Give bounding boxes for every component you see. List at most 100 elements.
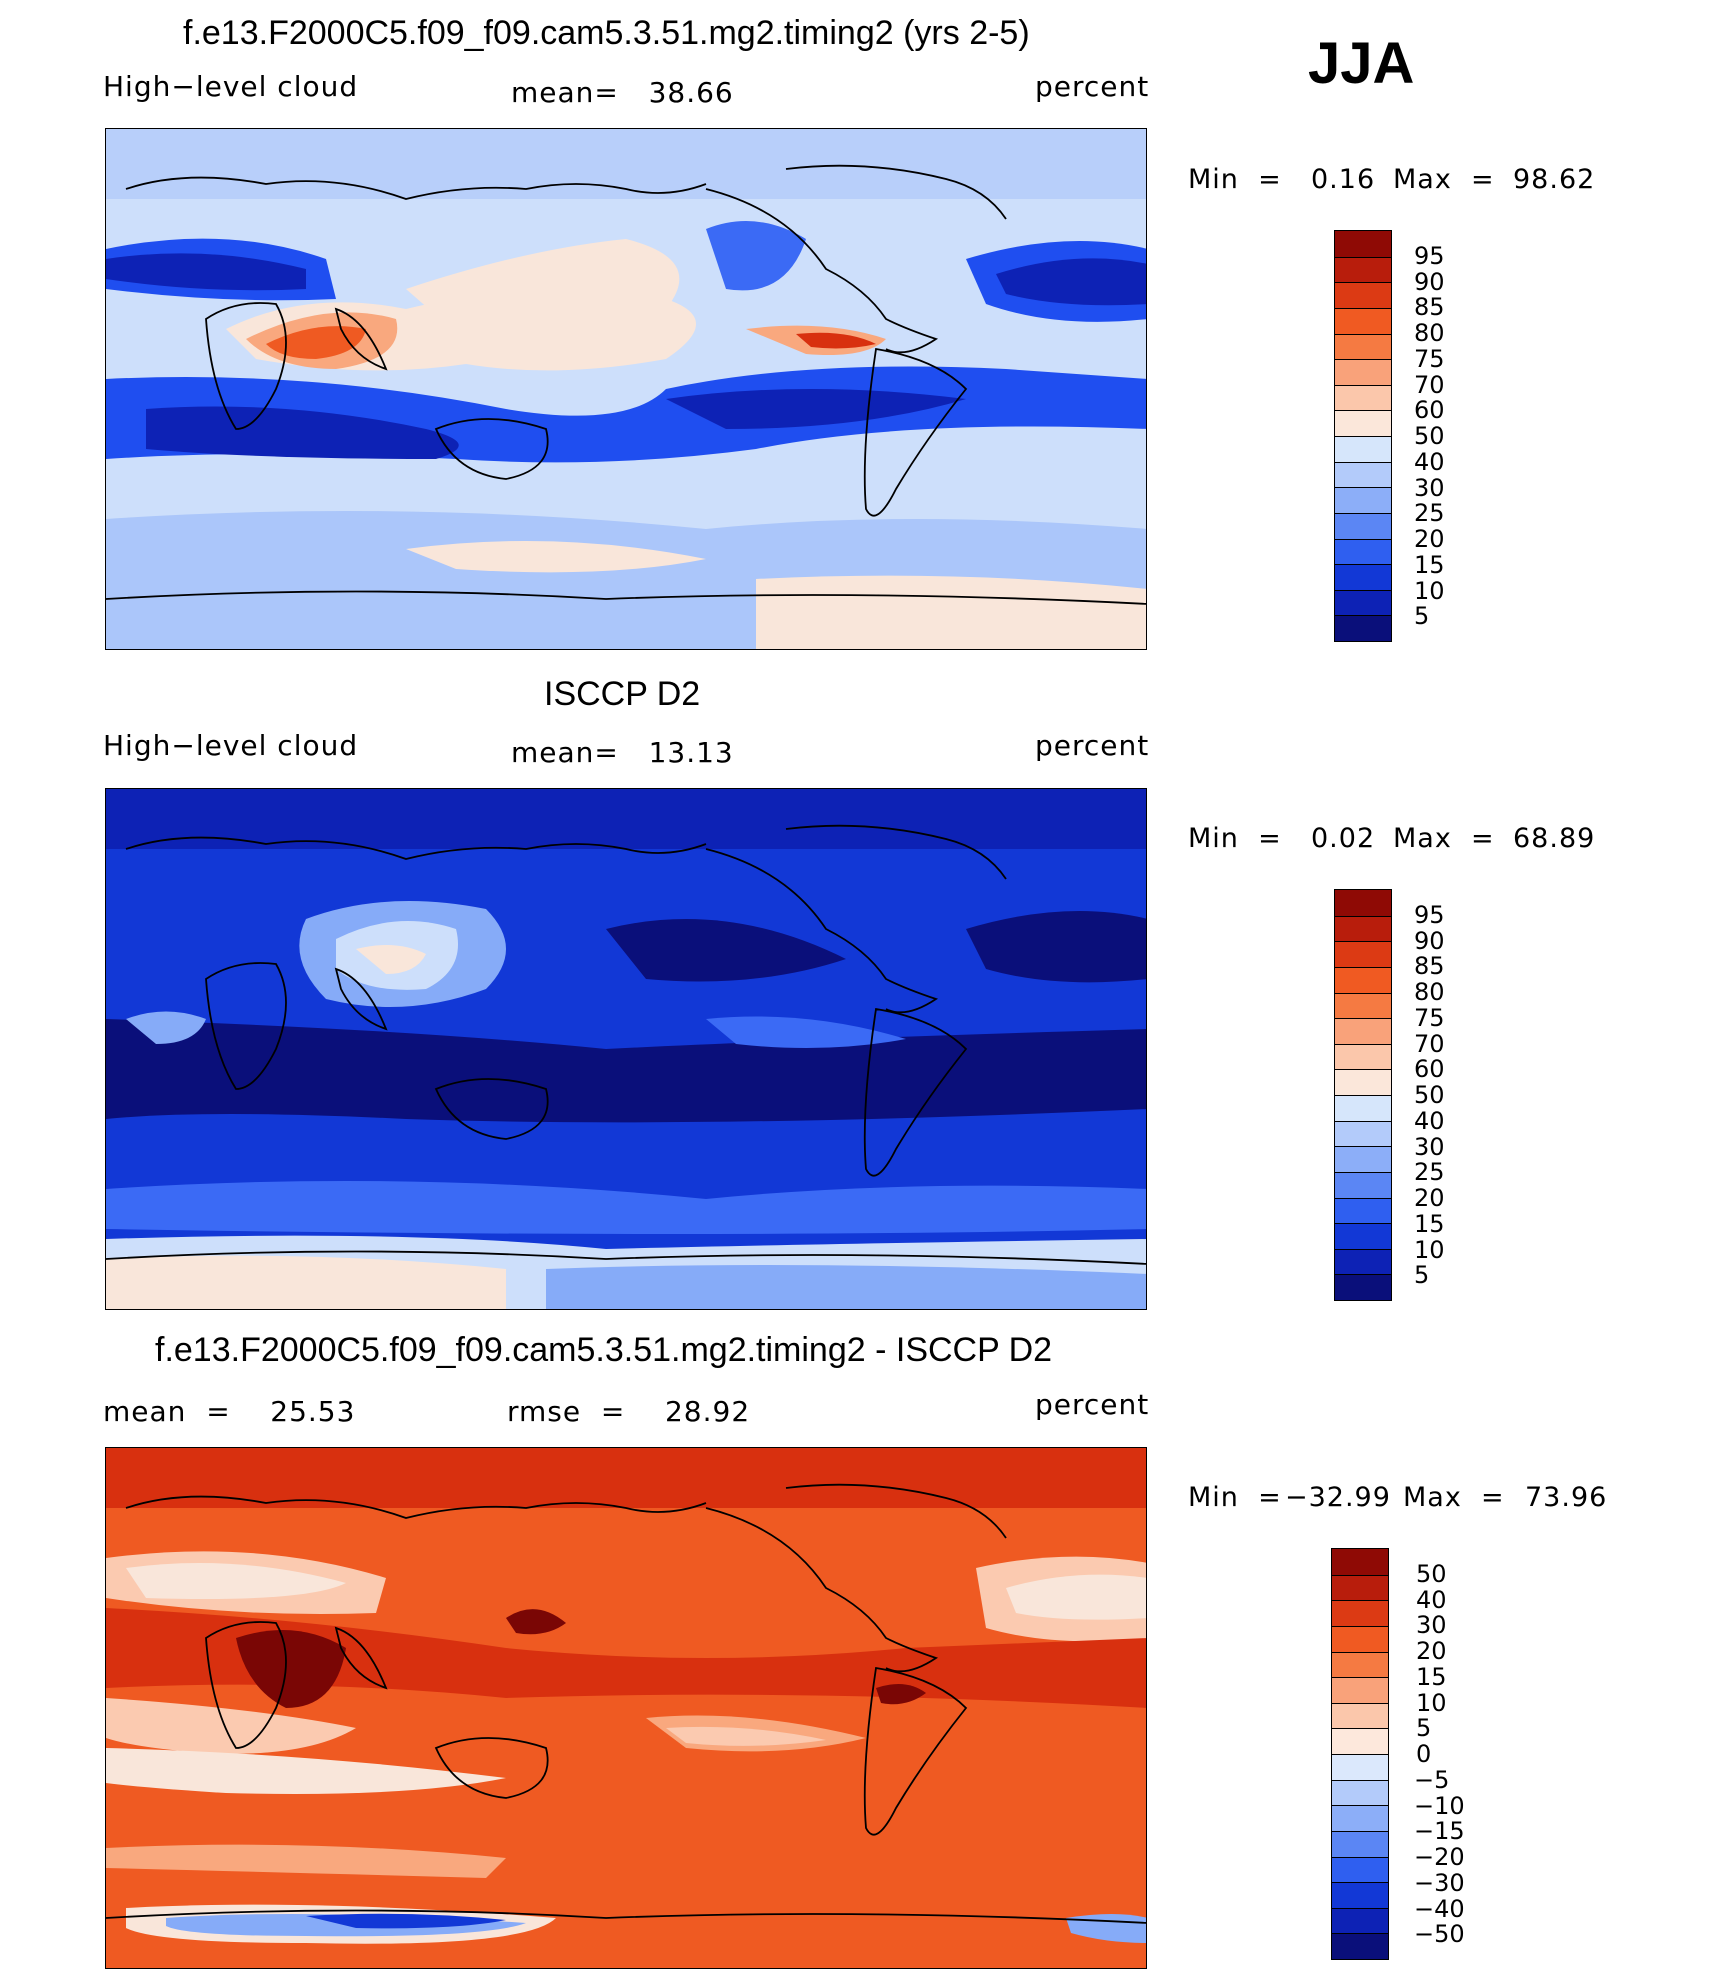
world-map-icon xyxy=(106,1448,1146,1968)
colorbar-tick-label: 40 xyxy=(1414,1106,1445,1135)
colorbar-swatch xyxy=(1335,384,1391,411)
colorbar-swatch xyxy=(1332,1779,1388,1806)
colorbar-swatch xyxy=(1332,1651,1388,1678)
colorbar-tick-label: 90 xyxy=(1414,267,1445,296)
colorbar-tick-label: 40 xyxy=(1414,447,1445,476)
colorbar-panel-2 xyxy=(1334,889,1392,1301)
colorbar-tick-label: 70 xyxy=(1414,1029,1445,1058)
colorbar-swatch xyxy=(1335,992,1391,1019)
panel-1-mean-label: mean= 38.66 xyxy=(511,76,734,109)
panel-3-max-label: Max = xyxy=(1403,1482,1505,1513)
colorbar-swatch xyxy=(1332,1907,1388,1934)
colorbar-swatch xyxy=(1335,1223,1391,1249)
season-label: JJA xyxy=(1308,31,1415,96)
colorbar-swatch xyxy=(1332,1728,1388,1754)
colorbar-swatch xyxy=(1335,333,1391,360)
colorbar-swatch xyxy=(1332,1625,1388,1652)
panel-1-min-label: Min = xyxy=(1188,164,1282,195)
colorbar-swatch xyxy=(1332,1805,1388,1831)
colorbar-swatch xyxy=(1335,564,1391,590)
colorbar-swatch xyxy=(1335,615,1391,641)
colorbar-swatch xyxy=(1335,915,1391,942)
panel-2-units-label: percent xyxy=(1035,729,1150,762)
colorbar-swatch xyxy=(1335,256,1391,283)
colorbar-tick-label: −50 xyxy=(1414,1920,1465,1949)
colorbar-swatch xyxy=(1335,231,1391,257)
colorbar-swatch xyxy=(1335,359,1391,385)
colorbar-tick-label: 95 xyxy=(1414,241,1445,270)
world-map-icon xyxy=(106,789,1146,1309)
colorbar-swatch xyxy=(1335,487,1391,513)
colorbar-swatch xyxy=(1335,1197,1391,1224)
panel-1-title: f.e13.F2000C5.f09_f09.cam5.3.51.mg2.timi… xyxy=(183,14,1030,52)
colorbar-swatch xyxy=(1335,1146,1391,1172)
colorbar-swatch xyxy=(1332,1549,1388,1575)
colorbar-tick-label: 10 xyxy=(1414,576,1445,605)
world-map-icon xyxy=(106,129,1146,649)
colorbar-tick-label: 60 xyxy=(1414,1055,1445,1084)
colorbar-tick-label: 10 xyxy=(1414,1235,1445,1264)
colorbar-swatch xyxy=(1335,461,1391,488)
colorbar-swatch xyxy=(1335,966,1391,993)
panel-2-min-label: Min = xyxy=(1188,823,1282,854)
colorbar-tick-label: −5 xyxy=(1414,1765,1450,1794)
colorbar-swatch xyxy=(1332,1933,1388,1959)
panel-2-variable-label: High−level cloud xyxy=(103,729,359,762)
colorbar-swatch xyxy=(1335,1018,1391,1044)
panel-3-min-value: −32.99 xyxy=(1285,1482,1391,1513)
colorbar-tick-label: 25 xyxy=(1414,499,1445,528)
colorbar-tick-label: −40 xyxy=(1414,1894,1465,1923)
colorbar-tick-label: 5 xyxy=(1414,1261,1430,1290)
colorbar-tick-label: 20 xyxy=(1414,525,1445,553)
panel-1-variable-label: High−level cloud xyxy=(103,70,359,103)
colorbar-swatch xyxy=(1335,1069,1391,1095)
colorbar-tick-label: 10 xyxy=(1416,1688,1447,1717)
colorbar-swatch xyxy=(1332,1677,1388,1703)
colorbar-swatch xyxy=(1335,941,1391,967)
colorbar-swatch xyxy=(1332,1882,1388,1908)
colorbar-tick-label: 80 xyxy=(1414,978,1445,1006)
colorbar-tick-label: 90 xyxy=(1414,926,1445,955)
colorbar-swatch xyxy=(1332,1702,1388,1729)
colorbar-tick-label: 50 xyxy=(1414,422,1445,450)
colorbar-swatch xyxy=(1335,890,1391,916)
colorbar-swatch xyxy=(1335,1120,1391,1147)
colorbar-tick-label: 30 xyxy=(1416,1611,1447,1640)
colorbar-tick-label: 70 xyxy=(1414,370,1445,399)
colorbar-tick-label: 95 xyxy=(1414,900,1445,929)
colorbar-tick-label: −10 xyxy=(1414,1791,1465,1820)
colorbar-swatch xyxy=(1335,1248,1391,1275)
colorbar-tick-label: 15 xyxy=(1416,1662,1447,1691)
panel-1-min-value: 0.16 xyxy=(1311,164,1376,195)
panel-3-min-label: Min = xyxy=(1188,1482,1282,1513)
colorbar-swatch xyxy=(1335,1171,1391,1198)
colorbar-tick-label: 75 xyxy=(1414,1003,1445,1032)
colorbar-tick-label: 80 xyxy=(1414,319,1445,347)
colorbar-tick-label: 20 xyxy=(1416,1637,1447,1665)
map-panel-2 xyxy=(105,788,1147,1310)
colorbar-swatch xyxy=(1335,589,1391,616)
panel-1-max-value: 98.62 xyxy=(1513,164,1596,195)
panel-3-max-value: 73.96 xyxy=(1525,1482,1608,1513)
panel-3-title: f.e13.F2000C5.f09_f09.cam5.3.51.mg2.timi… xyxy=(155,1331,1053,1369)
map-panel-3 xyxy=(105,1447,1147,1969)
panel-3-mean-label: mean = 25.53 xyxy=(103,1395,356,1428)
panel-1-units-label: percent xyxy=(1035,70,1150,103)
panel-3-rmse-label: rmse = 28.92 xyxy=(507,1395,751,1428)
colorbar-tick-label: 50 xyxy=(1416,1559,1447,1588)
map-panel-1 xyxy=(105,128,1147,650)
colorbar-swatch xyxy=(1335,1274,1391,1300)
colorbar-tick-label: 75 xyxy=(1414,344,1445,373)
colorbar-tick-label: 20 xyxy=(1414,1184,1445,1212)
colorbar-swatch xyxy=(1332,1754,1388,1780)
colorbar-tick-label: 30 xyxy=(1414,1132,1445,1161)
colorbar-swatch xyxy=(1335,307,1391,334)
colorbar-swatch xyxy=(1332,1856,1388,1883)
colorbar-tick-label: 25 xyxy=(1414,1158,1445,1187)
panel-2-max-label: Max = xyxy=(1393,823,1495,854)
panel-2-mean-label: mean= 13.13 xyxy=(511,736,734,769)
colorbar-tick-label: 50 xyxy=(1414,1081,1445,1109)
colorbar-tick-label: 15 xyxy=(1414,1209,1445,1238)
colorbar-tick-label: −20 xyxy=(1414,1843,1465,1871)
colorbar-swatch xyxy=(1332,1574,1388,1601)
